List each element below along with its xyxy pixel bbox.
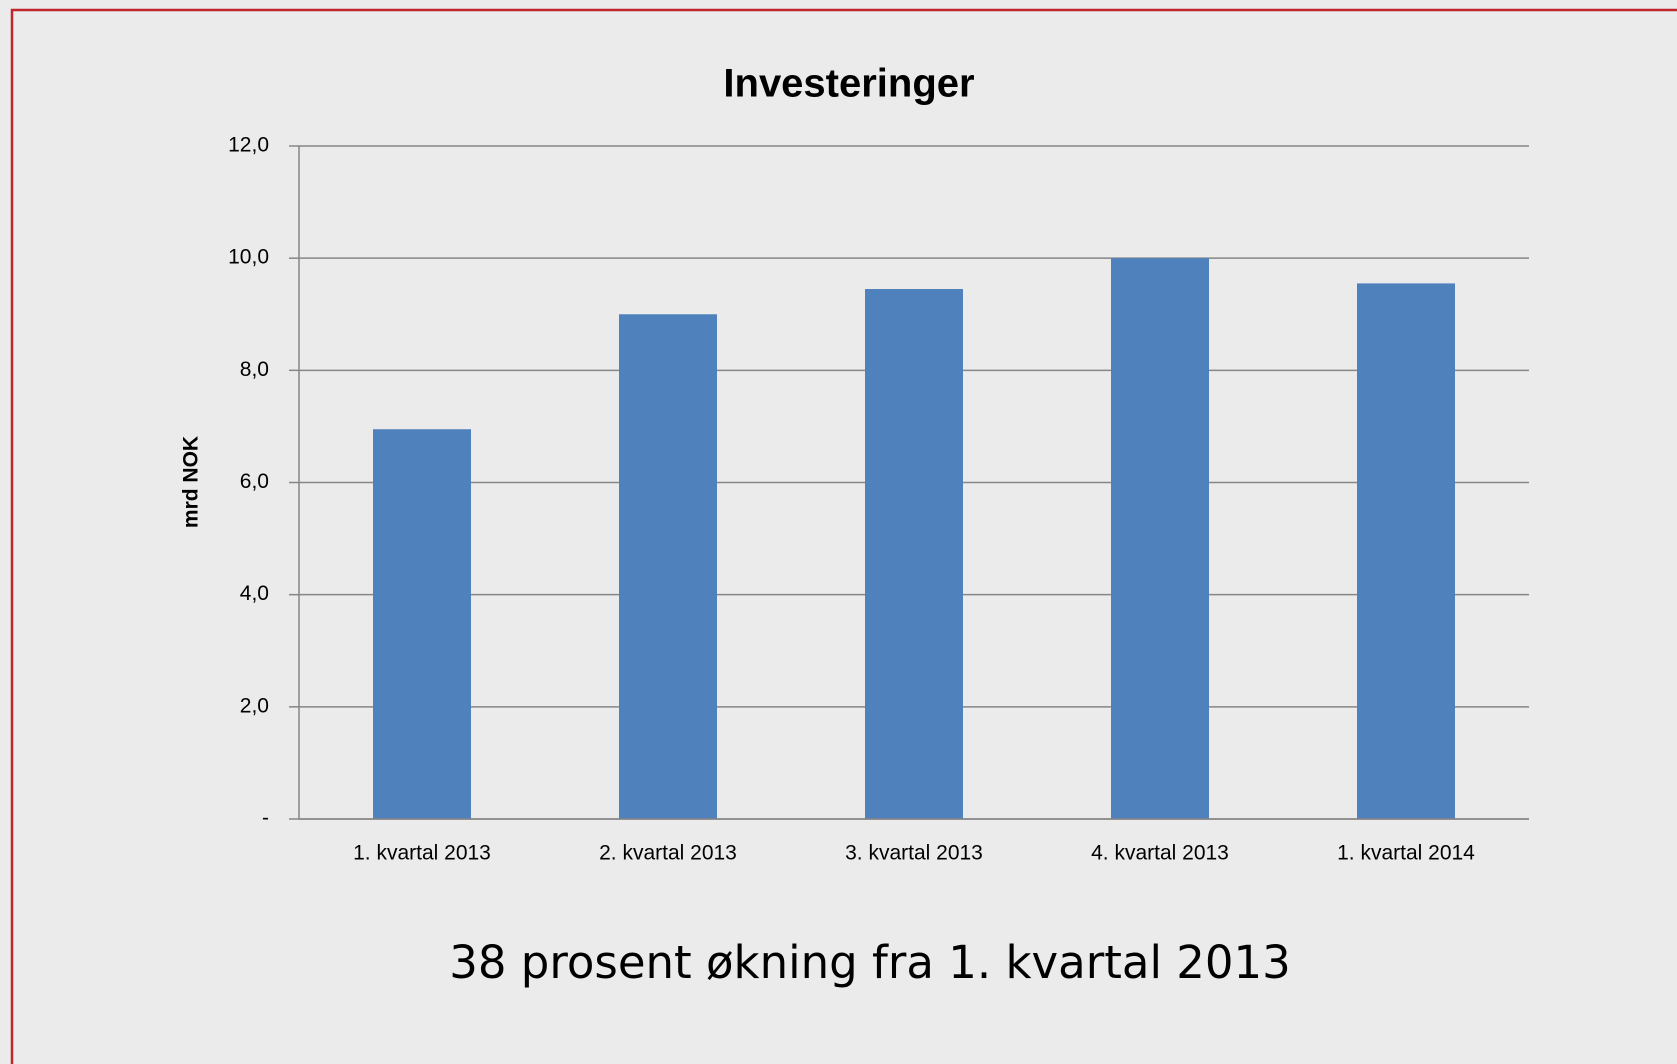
y-tick-label: 6,0 (240, 470, 269, 493)
x-tick-label: 1. kvartal 2014 (1337, 842, 1475, 865)
bar (865, 289, 963, 819)
y-tick-label: 4,0 (240, 582, 269, 605)
y-tick-label: 10,0 (228, 246, 269, 269)
x-tick-label: 3. kvartal 2013 (845, 842, 983, 865)
bar (1357, 283, 1455, 819)
x-tick-label: 1. kvartal 2013 (353, 842, 491, 865)
y-tick-label: 8,0 (240, 358, 269, 381)
frame (10, 8, 1677, 1064)
bar (1111, 258, 1209, 820)
y-tick-label: - (262, 807, 269, 830)
annotation: 38 prosent økning fra 1. kvartal 2013 (449, 936, 1291, 989)
y-tick-label: 12,0 (228, 134, 269, 157)
chart-title: Investeringer (723, 62, 974, 106)
y-tick-label: 2,0 (240, 694, 269, 717)
bar (373, 429, 471, 819)
y-axis-label: mrd NOK (180, 436, 203, 528)
x-tick-label: 4. kvartal 2013 (1091, 842, 1229, 865)
bar (619, 314, 717, 819)
x-tick-label: 2. kvartal 2013 (599, 842, 737, 865)
